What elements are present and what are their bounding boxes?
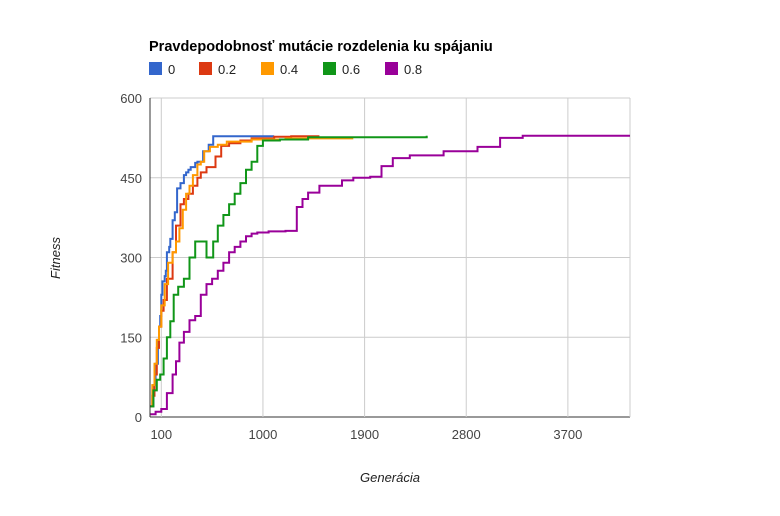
legend-swatch-2 bbox=[261, 62, 274, 75]
legend-swatch-4 bbox=[385, 62, 398, 75]
legend-item-1[interactable]: 0.2 bbox=[199, 62, 236, 77]
x-tick-label: 100 bbox=[150, 427, 172, 442]
series-line-2[interactable] bbox=[150, 137, 354, 408]
y-axis-title: Fitness bbox=[48, 237, 63, 279]
series-layer bbox=[150, 134, 630, 416]
legend-label-4: 0.8 bbox=[404, 62, 422, 77]
y-tick-label: 150 bbox=[120, 330, 142, 345]
legend-item-3[interactable]: 0.6 bbox=[323, 62, 360, 77]
y-tick-label: 450 bbox=[120, 171, 142, 186]
legend-label-0: 0 bbox=[168, 62, 175, 77]
axes: 0 150 300 450 600 100 1000 1900 2800 3700 bbox=[120, 91, 582, 442]
y-tick-label: 0 bbox=[135, 410, 142, 425]
y-tick-label: 300 bbox=[120, 251, 142, 266]
x-axis-title: Generácia bbox=[360, 470, 420, 485]
legend-swatch-0 bbox=[149, 62, 162, 75]
y-tick-label: 600 bbox=[120, 91, 142, 106]
legend-label-3: 0.6 bbox=[342, 62, 360, 77]
series-line-4[interactable] bbox=[150, 134, 630, 416]
legend-item-2[interactable]: 0.4 bbox=[261, 62, 298, 77]
legend-label-2: 0.4 bbox=[280, 62, 298, 77]
x-tick-label: 3700 bbox=[553, 427, 582, 442]
x-tick-label: 2800 bbox=[452, 427, 481, 442]
legend-label-1: 0.2 bbox=[218, 62, 236, 77]
legend-swatch-1 bbox=[199, 62, 212, 75]
legend-item-4[interactable]: 0.8 bbox=[385, 62, 422, 77]
series-line-3[interactable] bbox=[150, 135, 428, 408]
chart-title: Pravdepodobnosť mutácie rozdelenia ku sp… bbox=[149, 39, 493, 55]
x-tick-label: 1900 bbox=[350, 427, 379, 442]
x-tick-label: 1000 bbox=[248, 427, 277, 442]
legend-item-0[interactable]: 0 bbox=[149, 62, 175, 77]
legend-swatch-3 bbox=[323, 62, 336, 75]
legend: 0 0.2 0.4 0.6 0.8 bbox=[149, 62, 422, 77]
